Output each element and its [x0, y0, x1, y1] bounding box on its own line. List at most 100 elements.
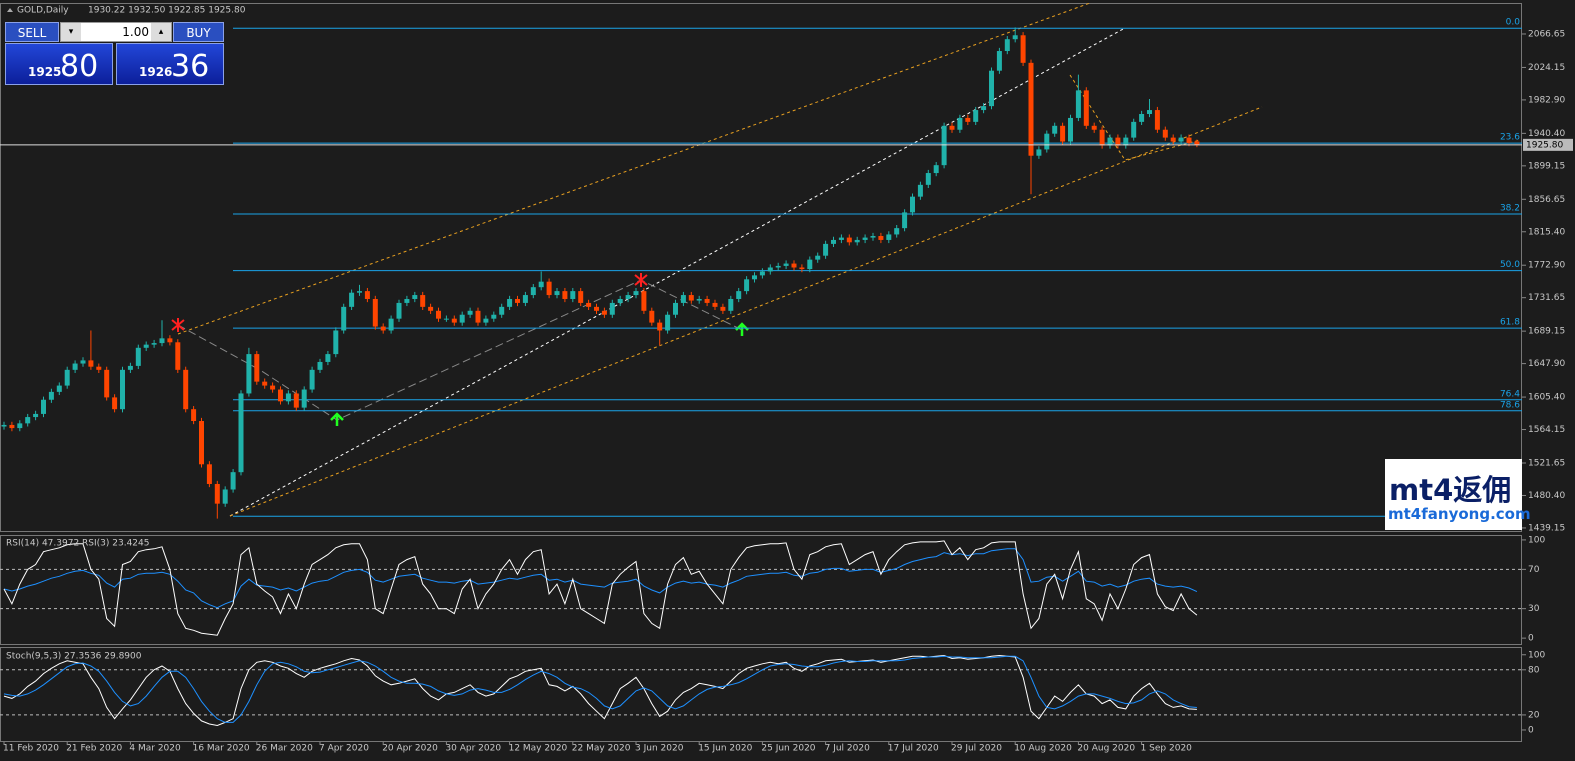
candle-body — [325, 354, 331, 362]
candle-body — [96, 366, 102, 370]
candle-body — [301, 389, 307, 408]
y-tick-label: 1647.90 — [1528, 359, 1565, 369]
candle-body — [420, 295, 426, 307]
candle-body — [649, 310, 655, 323]
candle-body — [831, 239, 836, 244]
candle-body — [143, 344, 149, 348]
y-tick-label: 80 — [1528, 665, 1540, 675]
candle-body — [957, 117, 963, 130]
x-tick-label: 26 Mar 2020 — [256, 744, 313, 754]
candle-body — [680, 295, 686, 303]
y-tick-label: 20 — [1528, 710, 1540, 720]
candle-body — [1075, 90, 1081, 118]
watermark: mt4返佣 mt4fanyong.com — [1385, 459, 1531, 530]
channel-lower — [229, 106, 1263, 517]
y-tick-label: 30 — [1528, 604, 1540, 614]
candle-body — [530, 287, 536, 296]
candle-body — [538, 281, 544, 288]
x-tick-label: 30 Apr 2020 — [445, 744, 501, 754]
quote-text: 1930.22 1932.50 1922.85 1925.80 — [88, 6, 246, 16]
y-tick-label: 2066.65 — [1528, 29, 1565, 39]
candle-body — [199, 421, 204, 465]
candle-body — [854, 239, 860, 243]
candle-body — [586, 302, 592, 307]
trend-line — [1069, 74, 1201, 161]
indicator-line — [3, 654, 1197, 727]
bid-big: 1925 — [28, 65, 62, 79]
candle-body — [278, 389, 283, 402]
candle-body — [183, 369, 189, 410]
candle-body — [80, 360, 86, 364]
x-tick-label: 20 Apr 2020 — [382, 744, 438, 754]
candle-body — [941, 125, 947, 166]
candle-body — [167, 338, 173, 343]
candle-body — [759, 271, 765, 276]
x-tick-label: 7 Apr 2020 — [319, 744, 369, 754]
y-tick-label: 2024.15 — [1528, 63, 1565, 73]
candle-body — [1020, 35, 1026, 63]
x-tick-label: 21 Feb 2020 — [66, 744, 122, 754]
candle-body — [554, 291, 560, 296]
lots-spinner[interactable]: ▾ — [61, 23, 81, 41]
fibo-label: 0.0 — [1506, 18, 1521, 28]
candle-body — [1107, 137, 1113, 146]
candle-body — [230, 472, 236, 490]
candle-body — [1, 424, 7, 427]
buy-button[interactable]: BUY — [173, 22, 224, 42]
x-tick-label: 25 Jun 2020 — [761, 744, 815, 754]
candle-body — [704, 298, 710, 303]
candle-body — [799, 267, 805, 270]
candle-body — [609, 302, 615, 315]
lots-spinner[interactable]: ▴ — [151, 23, 171, 41]
candle-body — [214, 483, 220, 504]
x-tick-label: 1 Sep 2020 — [1141, 744, 1193, 754]
candle-body — [878, 236, 884, 240]
candle-body — [1194, 141, 1200, 145]
y-tick-label: 1982.90 — [1528, 95, 1565, 105]
candle-body — [1162, 129, 1168, 138]
fibo-label: 78.6 — [1500, 400, 1520, 410]
candle-body — [846, 237, 852, 243]
candle-body — [965, 117, 971, 122]
candle-body — [838, 237, 844, 240]
candle-body — [112, 397, 118, 410]
collapse-icon[interactable] — [7, 8, 13, 12]
ask-quote[interactable]: 1926 36 — [116, 43, 224, 85]
y-tick-label: 1815.40 — [1528, 227, 1565, 237]
candle-body — [246, 354, 252, 394]
y-tick-label: 0 — [1528, 725, 1534, 735]
indicator-line — [3, 655, 1197, 723]
candle-body — [783, 263, 789, 266]
candle-body — [262, 381, 268, 386]
lots-box[interactable]: ▾ 1.00 ▴ — [60, 22, 172, 42]
candle-body — [127, 365, 133, 370]
candle-body — [1123, 137, 1129, 146]
candle-body — [617, 298, 623, 303]
candle-body — [1115, 137, 1121, 146]
channel-mid — [229, 27, 1126, 517]
x-tick-label: 15 Jun 2020 — [698, 744, 752, 754]
candle-body — [775, 265, 781, 268]
candle-body — [254, 354, 260, 382]
candle-body — [1154, 110, 1160, 130]
x-tick-label: 29 Jul 2020 — [951, 744, 1002, 754]
candle-body — [317, 361, 323, 370]
candle-body — [372, 298, 378, 327]
candle-body — [594, 306, 599, 311]
candle-body — [443, 318, 449, 320]
y-tick-label: 1480.40 — [1528, 491, 1565, 501]
bid-quote[interactable]: 1925 80 — [5, 43, 113, 85]
y-tick-label: 1521.65 — [1528, 459, 1565, 469]
sell-button[interactable]: SELL — [5, 22, 59, 42]
candle-body — [333, 330, 339, 355]
candle-body — [1052, 125, 1058, 134]
lots-value[interactable]: 1.00 — [122, 25, 149, 39]
candle-body — [1060, 125, 1066, 142]
x-tick-label: 7 Jul 2020 — [825, 744, 870, 754]
bid-small: 80 — [60, 49, 99, 84]
candle-body — [601, 310, 607, 315]
y-tick-label: 1856.65 — [1528, 195, 1565, 205]
candle-body — [436, 310, 441, 319]
candle-body — [1170, 137, 1176, 142]
